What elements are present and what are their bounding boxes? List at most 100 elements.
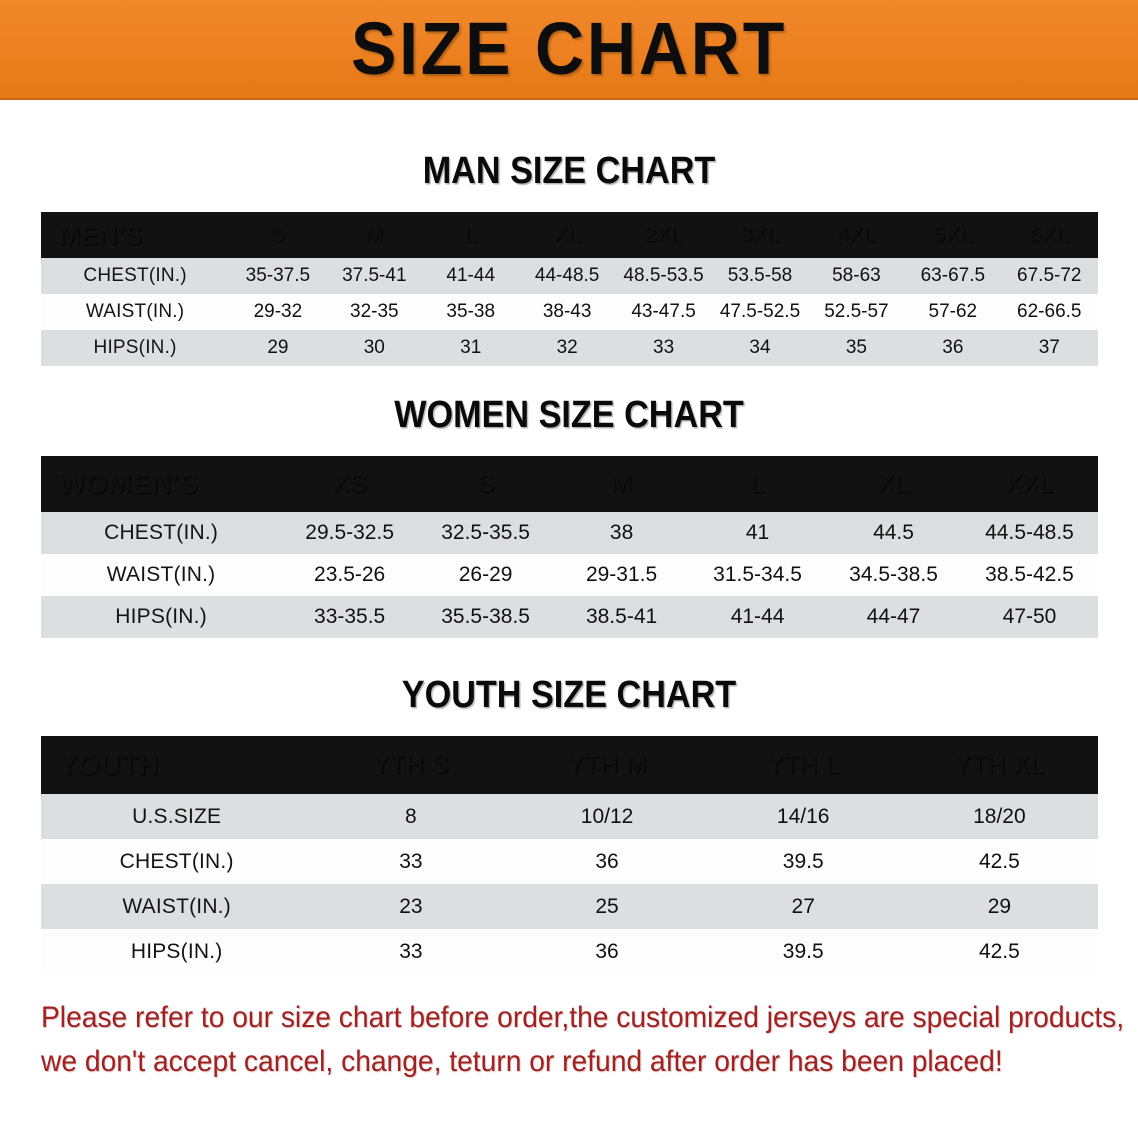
men-table-cell: 29 bbox=[229, 330, 327, 366]
men-table-cell: 31 bbox=[422, 330, 519, 366]
youth-table-cell: 23 bbox=[312, 884, 509, 929]
men-header-row: MEN'S S M L XL 2XL 3XL 4XL 5XL 6XL bbox=[40, 212, 1098, 258]
youth-table-row-label: HIPS(IN.) bbox=[40, 929, 313, 974]
men-table-cell: 34 bbox=[711, 330, 809, 366]
table-row: WAIST(IN.) 23 25 27 29 bbox=[40, 884, 1098, 929]
women-table-cell: 38.5-41 bbox=[553, 596, 690, 638]
men-table-column-header: S bbox=[229, 212, 327, 258]
men-table-cell: 52.5-57 bbox=[808, 294, 905, 330]
women-table-cell: 41-44 bbox=[689, 596, 826, 638]
disclaimer-block: Please refer to our size chart before or… bbox=[19, 996, 1125, 1084]
women-table-column-header: XL bbox=[825, 456, 962, 512]
youth-table-corner-label: YOUTH bbox=[40, 736, 313, 794]
women-table-cell: 31.5-34.5 bbox=[689, 554, 826, 596]
spacer-after-youth-table bbox=[0, 974, 1138, 996]
women-table-column-header: XXL bbox=[961, 456, 1098, 512]
youth-table-row-label: WAIST(IN.) bbox=[40, 884, 313, 929]
men-table-column-header: 6XL bbox=[1001, 212, 1098, 258]
women-table-cell: 44.5-48.5 bbox=[961, 512, 1098, 554]
youth-table-cell: 42.5 bbox=[901, 929, 1098, 974]
disclaimer-line-1: Please refer to our size chart before or… bbox=[41, 1001, 1125, 1034]
youth-size-table: YOUTH YTH S YTH M YTH L YTH XL U.S.SIZE 8 10/1… bbox=[40, 736, 1098, 974]
men-table-cell: 57-62 bbox=[904, 294, 1002, 330]
table-row: HIPS(IN.) 33-35.5 35.5-38.5 38.5-41 41-44 44-… bbox=[40, 596, 1098, 638]
youth-table-cell: 29 bbox=[901, 884, 1098, 929]
women-table-cell: 44.5 bbox=[825, 512, 962, 554]
table-row: CHEST(IN.) 29.5-32.5 32.5-35.5 38 41 44.5 44.5… bbox=[40, 512, 1098, 554]
men-size-table: MEN'S S M L XL 2XL 3XL 4XL 5XL 6XL CHEST(IN.) 35-3… bbox=[40, 212, 1098, 366]
women-table-column-header: M bbox=[553, 456, 690, 512]
men-table-cell: 58-63 bbox=[808, 258, 905, 294]
women-table-cell: 38.5-42.5 bbox=[961, 554, 1098, 596]
table-row: HIPS(IN.) 29 30 31 32 33 34 35 36 37 bbox=[40, 330, 1098, 366]
youth-table-row-label: U.S.SIZE bbox=[40, 794, 313, 839]
youth-table-cell: 18/20 bbox=[901, 794, 1098, 839]
men-table-cell: 41-44 bbox=[422, 258, 519, 294]
table-row: CHEST(IN.) 33 36 39.5 42.5 bbox=[40, 839, 1098, 884]
women-table-cell: 29-31.5 bbox=[553, 554, 690, 596]
men-table-head: MEN'S S M L XL 2XL 3XL 4XL 5XL 6XL bbox=[40, 212, 1098, 258]
table-row: CHEST(IN.) 35-37.5 37.5-41 41-44 44-48.5 48.5… bbox=[40, 258, 1098, 294]
youth-table-head: YOUTH YTH S YTH M YTH L YTH XL bbox=[40, 736, 1098, 794]
women-table-cell: 41 bbox=[689, 512, 826, 554]
men-table-cell: 43-47.5 bbox=[615, 294, 712, 330]
men-table-row-label: HIPS(IN.) bbox=[40, 330, 230, 366]
page-title: SIZE CHART bbox=[350, 7, 788, 90]
women-size-table: WOMEN'S XS S M L XL XXL CHEST(IN.) 29.5-32.5 32.… bbox=[40, 456, 1098, 638]
women-table-cell: 44-47 bbox=[825, 596, 962, 638]
men-table-cell: 47.5-52.5 bbox=[711, 294, 809, 330]
men-table-cell: 35 bbox=[808, 330, 905, 366]
table-row: HIPS(IN.) 33 36 39.5 42.5 bbox=[40, 929, 1098, 974]
men-table-column-header: L bbox=[422, 212, 519, 258]
men-table-cell: 33 bbox=[615, 330, 712, 366]
youth-table-row-label: CHEST(IN.) bbox=[40, 839, 313, 884]
youth-table-cell: 25 bbox=[508, 884, 706, 929]
youth-size-table-wrapper: YOUTH YTH S YTH M YTH L YTH XL U.S.SIZE 8 10/1… bbox=[40, 736, 1098, 974]
women-table-corner-label: WOMEN'S bbox=[40, 456, 282, 512]
page-banner: SIZE CHART bbox=[0, 0, 1138, 100]
men-table-column-header: 5XL bbox=[904, 212, 1002, 258]
men-table-column-header: M bbox=[326, 212, 423, 258]
men-table-cell: 36 bbox=[904, 330, 1002, 366]
men-table-cell: 63-67.5 bbox=[904, 258, 1002, 294]
youth-table-cell: 39.5 bbox=[705, 839, 902, 884]
youth-table-cell: 33 bbox=[312, 929, 509, 974]
women-table-row-label: CHEST(IN.) bbox=[40, 512, 282, 554]
youth-table-column-header: YTH L bbox=[705, 736, 902, 794]
youth-table-cell: 36 bbox=[508, 839, 706, 884]
men-table-cell: 44-48.5 bbox=[518, 258, 616, 294]
men-table-cell: 32 bbox=[518, 330, 616, 366]
women-table-head: WOMEN'S XS S M L XL XXL bbox=[40, 456, 1098, 512]
men-table-cell: 67.5-72 bbox=[1001, 258, 1098, 294]
spacer-after-women-table bbox=[0, 638, 1138, 676]
table-row: WAIST(IN.) 29-32 32-35 35-38 38-43 43-47.5 47.… bbox=[40, 294, 1098, 330]
men-table-row-label: WAIST(IN.) bbox=[40, 294, 230, 330]
spacer-below-man-title bbox=[0, 190, 1138, 212]
women-table-cell: 23.5-26 bbox=[281, 554, 418, 596]
man-section-title: MAN SIZE CHART bbox=[422, 150, 716, 192]
men-table-cell: 35-38 bbox=[422, 294, 519, 330]
youth-section-title: YOUTH SIZE CHART bbox=[401, 674, 737, 716]
table-row: U.S.SIZE 8 10/12 14/16 18/20 bbox=[40, 794, 1098, 839]
men-table-cell: 62-66.5 bbox=[1001, 294, 1098, 330]
youth-table-cell: 33 bbox=[312, 839, 509, 884]
table-row: WAIST(IN.) 23.5-26 26-29 29-31.5 31.5-34.5 34… bbox=[40, 554, 1098, 596]
women-table-column-header: L bbox=[689, 456, 826, 512]
men-table-cell: 37 bbox=[1001, 330, 1098, 366]
women-table-cell: 29.5-32.5 bbox=[281, 512, 418, 554]
women-table-cell: 26-29 bbox=[417, 554, 554, 596]
spacer-below-youth-title bbox=[0, 714, 1138, 736]
women-header-row: WOMEN'S XS S M L XL XXL bbox=[40, 456, 1098, 512]
men-table-column-header: 2XL bbox=[615, 212, 712, 258]
youth-table-cell: 10/12 bbox=[508, 794, 706, 839]
men-table-row-label: CHEST(IN.) bbox=[40, 258, 230, 294]
men-table-column-header: 3XL bbox=[711, 212, 809, 258]
youth-table-cell: 27 bbox=[705, 884, 902, 929]
men-table-cell: 29-32 bbox=[229, 294, 327, 330]
men-table-cell: 37.5-41 bbox=[326, 258, 423, 294]
women-table-cell: 38 bbox=[553, 512, 690, 554]
youth-table-cell: 8 bbox=[312, 794, 509, 839]
spacer-below-women-title bbox=[0, 434, 1138, 456]
men-table-cell: 30 bbox=[326, 330, 423, 366]
women-table-cell: 32.5-35.5 bbox=[417, 512, 554, 554]
